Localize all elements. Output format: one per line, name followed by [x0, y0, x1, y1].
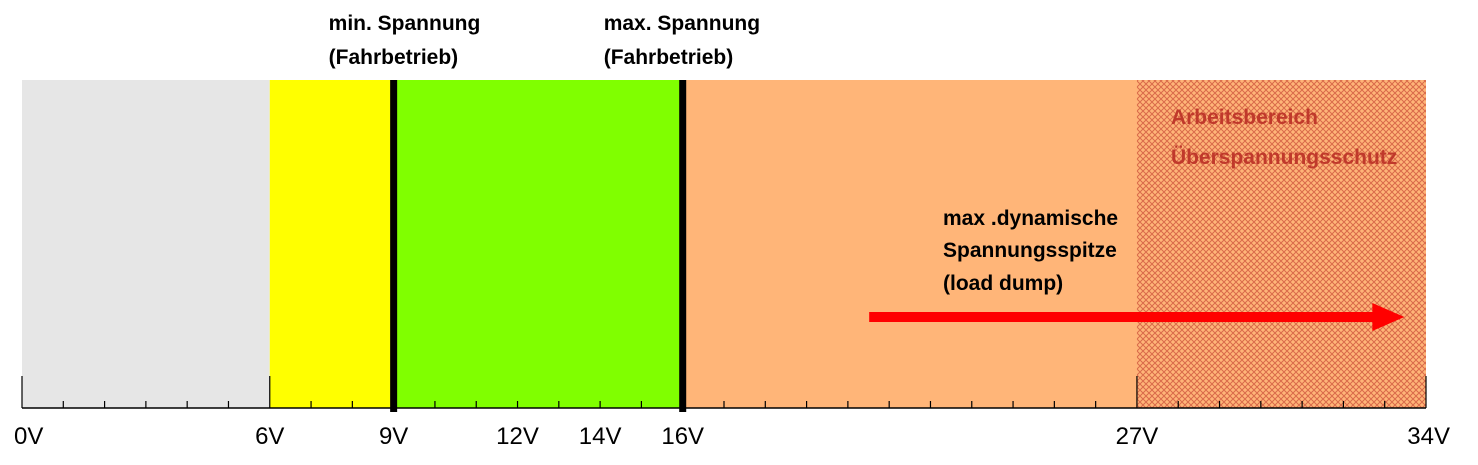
load-dump-label-line1: max .dynamische — [943, 207, 1118, 230]
tick-label-9v: 9V — [379, 423, 408, 450]
tick-label-14v: 14V — [579, 423, 622, 450]
tick-label-16v: 16V — [661, 423, 704, 450]
overvoltage-protection-zone — [1136, 80, 1426, 408]
protection-label-line2: Überspannungsschutz — [1171, 146, 1397, 169]
tick-label-34v: 34V — [1407, 423, 1450, 450]
zone-low — [269, 80, 394, 408]
protection-label-line1: Arbeitsbereich — [1171, 106, 1318, 129]
min-voltage-label-line1: min. Spannung — [329, 12, 481, 35]
voltage-tick-labels: 0V 6V 9V 12V 14V 16V 27V 34V — [14, 423, 1450, 450]
load-dump-arrow — [869, 303, 1405, 331]
min-voltage-label-line2: (Fahrbetrieb) — [329, 46, 459, 69]
zone-operating — [393, 80, 683, 408]
voltage-markers — [390, 80, 687, 412]
load-dump-arrow-head — [1372, 303, 1405, 331]
tick-label-27v: 27V — [1116, 423, 1159, 450]
tick-label-12v: 12V — [496, 423, 539, 450]
zone-off — [22, 80, 270, 408]
load-dump-arrow-shaft — [869, 312, 1375, 322]
load-dump-label-line2: Spannungsspitze — [943, 239, 1117, 262]
max-voltage-label-line1: max. Spannung — [604, 12, 760, 35]
max-voltage-label-line2: (Fahrbetrieb) — [604, 46, 734, 69]
voltage-axis — [21, 376, 1427, 409]
marker-line-16v — [679, 80, 687, 412]
marker-line-9v — [390, 80, 398, 412]
tick-label-0v: 0V — [14, 423, 43, 450]
load-dump-label-line3: (load dump) — [943, 272, 1063, 295]
tick-label-6v: 6V — [255, 423, 284, 450]
